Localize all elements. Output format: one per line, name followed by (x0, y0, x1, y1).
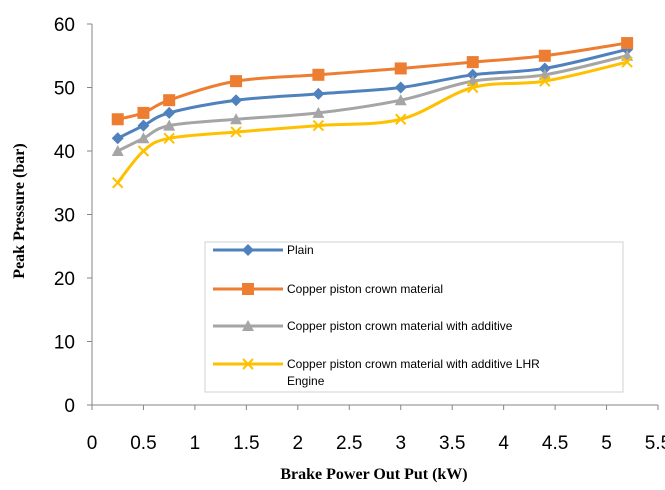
data-point (230, 94, 243, 107)
x-tick-label: 4 (498, 433, 509, 454)
legend-swatch-marker (242, 358, 254, 370)
data-point (163, 132, 175, 145)
legend-entry: Copper piston crown material with additi… (213, 319, 513, 333)
y-tick-label: 50 (54, 79, 75, 100)
legend-box (204, 241, 624, 393)
x-tick-label: 4.5 (542, 433, 568, 454)
data-point (163, 106, 176, 119)
data-point (395, 113, 407, 125)
x-tick-label: 5.5 (645, 433, 665, 454)
data-point (230, 75, 243, 88)
legend-entry: Copper piston crown material (213, 282, 443, 296)
legend-swatch-marker (242, 283, 254, 295)
data-point (312, 87, 325, 100)
x-tick-label: 5 (601, 433, 612, 454)
data-point (538, 62, 551, 75)
series-line (117, 54, 628, 153)
data-point (312, 68, 325, 81)
data-point (111, 113, 124, 126)
legend-label: Copper piston crown material (287, 282, 443, 296)
x-tick-label: 3.5 (439, 433, 465, 454)
y-tick-label: 30 (54, 206, 75, 227)
y-tick-label: 40 (54, 142, 75, 163)
data-point (163, 94, 176, 107)
x-tick-label: 0 (87, 433, 98, 454)
x-tick-label: 2 (293, 433, 304, 454)
series-3 (111, 49, 634, 156)
data-point (394, 94, 407, 106)
axes: 0 10 20 30 40 50 60 0 0.5 1 1.5 2 2.5 3 3.5 4 4.5 5 5.5 (54, 15, 665, 454)
y-axis-title: Peak Pressure (bar) (11, 143, 28, 278)
data-point (137, 145, 150, 157)
y-tick-label: 0 (64, 396, 75, 417)
x-tick-label: 0.5 (130, 433, 156, 454)
legend-label: Copper piston crown material with additi… (287, 319, 513, 333)
data-point (394, 62, 407, 75)
data-point (538, 49, 551, 62)
y-tick-label: 60 (54, 15, 75, 36)
data-point (230, 126, 242, 138)
legend-swatch-marker (242, 320, 254, 331)
data-point (312, 106, 325, 118)
data-point (137, 119, 150, 132)
legend-label: Copper piston crown material with additi… (287, 357, 540, 371)
y-tick-label: 20 (54, 269, 75, 290)
data-point (466, 68, 479, 81)
legend-label: Plain (287, 243, 314, 257)
x-tick-label: 1.5 (233, 433, 259, 454)
legend-label: Engine (287, 374, 325, 388)
series-layer (111, 37, 634, 189)
x-tick-label: 1 (190, 433, 201, 454)
legend: Plain Copper piston crown material Copper … (204, 241, 624, 393)
data-point (111, 145, 124, 156)
data-point (621, 56, 633, 68)
data-point (163, 119, 176, 131)
data-point (111, 132, 124, 145)
series-1 (111, 43, 634, 145)
data-point (230, 113, 243, 125)
legend-entry: Copper piston crown material with additi… (213, 357, 540, 388)
data-point (539, 75, 551, 87)
x-axis-title: Brake Power Out Put (kW) (280, 466, 467, 483)
data-point (394, 81, 407, 94)
x-tick-label: 3 (395, 433, 406, 454)
data-point (112, 177, 124, 189)
data-point (467, 81, 479, 94)
data-point (137, 106, 150, 119)
data-point (137, 132, 150, 144)
data-point (466, 56, 479, 69)
series-4 (112, 56, 633, 189)
legend-entry: Plain (213, 243, 314, 257)
series-line (117, 47, 628, 140)
series-line (116, 60, 628, 184)
y-tick-label: 10 (54, 333, 75, 354)
x-tick-label: 2.5 (336, 433, 362, 454)
data-point (621, 37, 634, 50)
series-2 (111, 37, 634, 126)
legend-swatch-marker (242, 244, 254, 256)
data-point (312, 119, 325, 132)
